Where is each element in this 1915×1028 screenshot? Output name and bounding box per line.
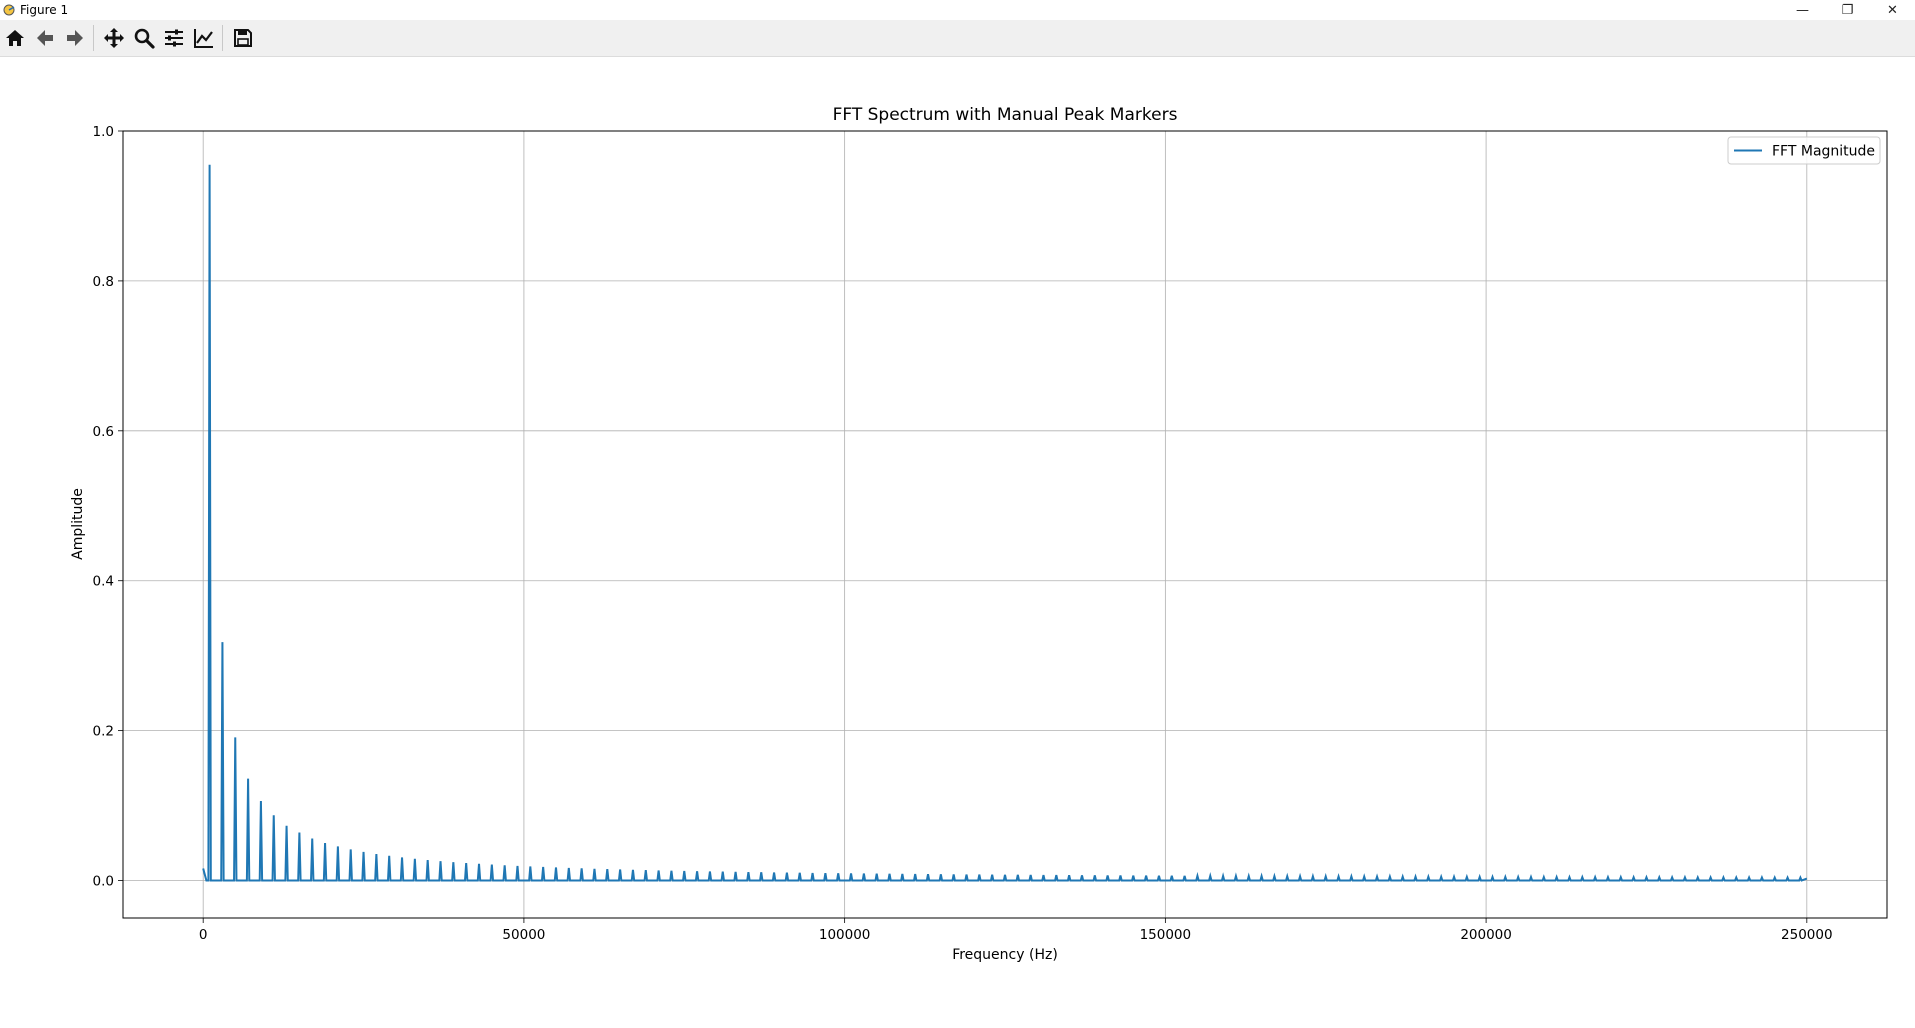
home-icon xyxy=(6,30,24,46)
y-tick-label: 0.2 xyxy=(93,724,114,740)
restore-button[interactable]: ❐ xyxy=(1841,2,1854,18)
minimize-button[interactable]: — xyxy=(1796,2,1809,18)
x-tick-label: 50000 xyxy=(502,927,545,943)
legend-box xyxy=(1727,136,1881,165)
x-axis-ticks: 0 50000 100000 150000 200000 250000 xyxy=(199,918,1833,943)
toolbar-separator xyxy=(222,25,225,51)
axes-frame xyxy=(122,130,1888,919)
fft-magnitude-line xyxy=(202,164,1808,882)
window-title: Figure 1 xyxy=(20,3,69,17)
figure-background xyxy=(0,57,1915,1024)
forward-button[interactable] xyxy=(60,23,90,53)
home-button[interactable] xyxy=(0,23,30,53)
y-axis-ticks: 0.0 0.2 0.4 0.6 0.8 1.0 xyxy=(93,124,123,890)
forward-arrow-icon xyxy=(67,30,83,46)
x-tick-label: 250000 xyxy=(1781,927,1833,943)
chart-title: FFT Spectrum with Manual Peak Markers xyxy=(833,105,1178,125)
window-title-bar: Figure 1 — ❐ ✕ xyxy=(0,0,1915,20)
figure-canvas[interactable]: 0 50000 100000 150000 200000 250000 0.0 0.2 0.4… xyxy=(0,57,1915,1024)
y-tick-label: 0.0 xyxy=(93,874,114,890)
matplotlib-app-icon xyxy=(3,4,15,16)
edit-axes-icon xyxy=(194,29,213,48)
x-axis-label: Frequency (Hz) xyxy=(952,947,1058,963)
y-tick-label: 0.6 xyxy=(93,424,114,440)
save-button[interactable] xyxy=(228,23,258,53)
pan-icon xyxy=(104,28,124,48)
fft-chart[interactable]: 0 50000 100000 150000 200000 250000 0.0 0.2 0.4… xyxy=(0,57,1915,1024)
legend[interactable]: FFT Magnitude xyxy=(1727,136,1881,165)
x-tick-label: 200000 xyxy=(1460,927,1512,943)
y-axis-label: Amplitude xyxy=(70,488,86,560)
pan-button[interactable] xyxy=(99,23,129,53)
x-tick-label: 100000 xyxy=(819,927,871,943)
window-controls: — ❐ ✕ xyxy=(1780,0,1915,20)
navigation-toolbar xyxy=(0,20,1915,57)
subplots-icon xyxy=(165,29,183,47)
back-button[interactable] xyxy=(30,23,60,53)
legend-label: FFT Magnitude xyxy=(1772,144,1875,160)
subplots-button[interactable] xyxy=(159,23,189,53)
save-icon xyxy=(234,29,252,47)
close-button[interactable]: ✕ xyxy=(1887,2,1898,18)
zoom-icon xyxy=(134,28,155,49)
y-tick-label: 0.4 xyxy=(93,574,114,590)
x-tick-label: 150000 xyxy=(1140,927,1192,943)
back-arrow-icon xyxy=(37,30,53,46)
edit-axes-button[interactable] xyxy=(189,23,219,53)
series-fft-magnitude xyxy=(202,164,1808,882)
y-tick-label: 0.8 xyxy=(93,274,114,290)
y-tick-label: 1.0 xyxy=(93,124,114,140)
x-tick-label: 0 xyxy=(199,927,208,943)
zoom-button[interactable] xyxy=(129,23,159,53)
toolbar-separator xyxy=(93,25,96,51)
